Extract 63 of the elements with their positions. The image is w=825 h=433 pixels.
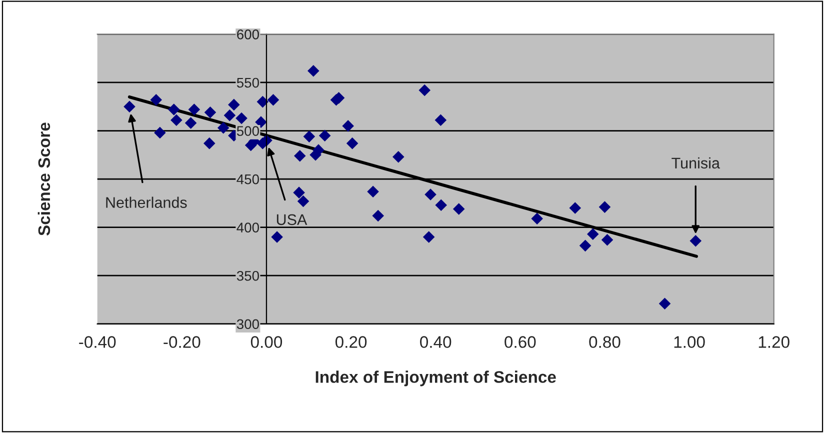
point (422, 231, 435, 243)
annotation: USA (276, 214, 308, 226)
point (255, 116, 267, 128)
x-tick-label: -0.20 (164, 336, 200, 348)
x-tick-label: 1.20 (758, 336, 790, 348)
point (224, 109, 236, 122)
point (124, 100, 136, 113)
point (569, 202, 582, 214)
point (598, 201, 611, 213)
point (184, 117, 197, 129)
y-tick-label: 300 (236, 319, 259, 330)
point (297, 195, 310, 208)
point (188, 104, 200, 116)
point (342, 120, 354, 132)
x-tick-label: 0.80 (589, 336, 620, 348)
x-tick-label: 0.20 (335, 336, 367, 348)
point (204, 106, 216, 118)
point (303, 130, 316, 142)
point (168, 104, 180, 116)
point (418, 84, 430, 96)
y-tick-label: 600 (237, 30, 259, 40)
point (367, 186, 379, 198)
point (217, 122, 230, 134)
x-axis-title: Index of Enjoyment of Science (316, 370, 556, 386)
y-tick-label: 400 (236, 222, 259, 232)
x-tick-label: 1.00 (674, 336, 705, 348)
x-tick-label: 0.60 (504, 336, 536, 348)
point (690, 234, 702, 247)
point (586, 228, 599, 240)
x-tick-label: 0.00 (250, 336, 282, 348)
point (293, 186, 305, 198)
point (372, 210, 384, 222)
y-tick-label: 350 (236, 270, 259, 281)
point (170, 114, 182, 126)
point (154, 126, 166, 139)
point (424, 188, 436, 200)
x-tick-label: -0.40 (79, 336, 116, 348)
y-axis-title: Science Score (38, 122, 50, 236)
point (308, 65, 320, 77)
point (601, 234, 614, 246)
point (435, 199, 447, 212)
point (531, 212, 543, 225)
annotation: Netherlands (106, 196, 187, 208)
point (236, 112, 248, 124)
point (228, 98, 240, 111)
y-tick-label: 550 (236, 78, 259, 88)
y-tick-label: 450 (236, 174, 259, 184)
point (452, 203, 465, 215)
point (256, 96, 269, 108)
point (346, 137, 358, 150)
point (579, 240, 592, 252)
point (392, 150, 404, 163)
point (271, 231, 283, 243)
point (318, 130, 331, 142)
point (267, 94, 280, 106)
y-tick-label: 500 (236, 126, 259, 136)
x-tick-label: 0.40 (420, 336, 452, 348)
point (658, 298, 671, 310)
point (294, 150, 306, 162)
point (150, 94, 162, 106)
point (204, 137, 216, 150)
annotation: Tunisia (672, 157, 720, 169)
point (434, 114, 447, 126)
